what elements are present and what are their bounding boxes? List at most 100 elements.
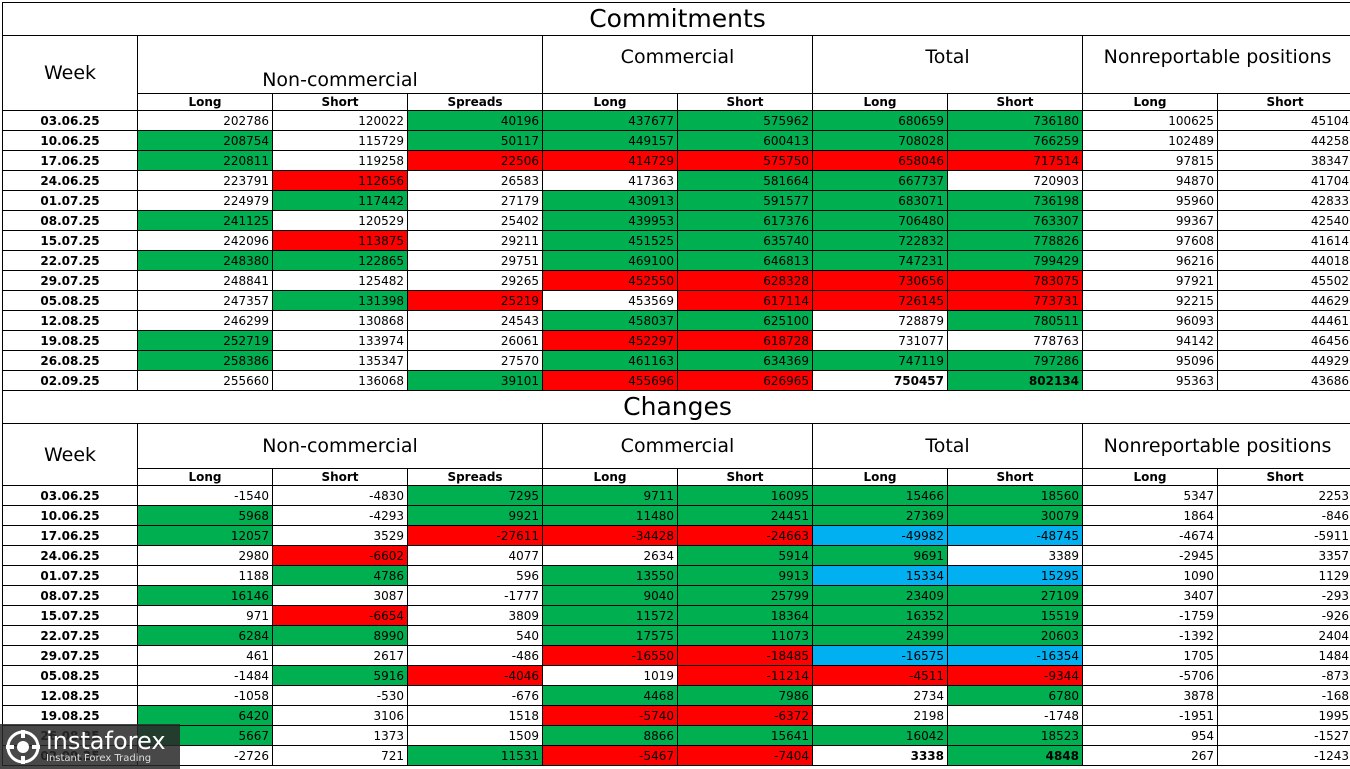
value-cell: 25799 <box>677 585 813 606</box>
value-cell: 626965 <box>677 370 813 391</box>
value-cell: 417363 <box>542 170 678 191</box>
value-cell: -1243 <box>1216 745 1350 766</box>
value-cell: 25219 <box>407 290 543 311</box>
week-cell: 05.08.25 <box>2 665 138 686</box>
value-cell: 29265 <box>407 270 543 291</box>
value-cell: -16575 <box>812 645 948 666</box>
value-cell: 778763 <box>947 330 1083 351</box>
value-cell: -5740 <box>542 705 678 726</box>
table-row: 17.06.25 220811 119258 22506 414729 575750 658… <box>2 150 1350 171</box>
value-cell: -846 <box>1216 505 1350 526</box>
column-header: Long <box>1082 468 1218 486</box>
value-cell: -873 <box>1216 665 1350 686</box>
value-cell: 95363 <box>1082 370 1218 391</box>
commercial-header: Commercial <box>542 423 813 469</box>
table-row: 22.07.25 248380 122865 29751 469100 646813 747… <box>2 250 1350 271</box>
value-cell: 747231 <box>812 250 948 271</box>
value-cell: 9711 <box>542 485 678 506</box>
column-header: Short <box>1216 468 1350 486</box>
value-cell: 27570 <box>407 350 543 371</box>
table-row: 08.07.25 16146 3087 -1777 9040 25799 23409 2710… <box>2 585 1350 606</box>
week-cell: 19.08.25 <box>2 705 138 726</box>
value-cell: 780511 <box>947 310 1083 331</box>
week-cell: 15.07.25 <box>2 230 138 251</box>
value-cell: 224979 <box>137 190 273 211</box>
value-cell: 2980 <box>137 545 273 566</box>
value-cell: 18364 <box>677 605 813 626</box>
value-cell: 455696 <box>542 370 678 391</box>
value-cell: 971 <box>137 605 273 626</box>
value-cell: 29211 <box>407 230 543 251</box>
value-cell: 30079 <box>947 505 1083 526</box>
value-cell: -1058 <box>137 685 273 706</box>
table-row: 10.06.25 208754 115729 50117 449157 600413 708… <box>2 130 1350 151</box>
value-cell: 44018 <box>1216 250 1350 271</box>
value-cell: 4077 <box>407 545 543 566</box>
value-cell: 24543 <box>407 310 543 331</box>
value-cell: 458037 <box>542 310 678 331</box>
value-cell: 24399 <box>812 625 948 646</box>
value-cell: -6372 <box>677 705 813 726</box>
value-cell: 6420 <box>137 705 273 726</box>
value-cell: 618728 <box>677 330 813 351</box>
column-header: Short <box>947 93 1083 111</box>
week-cell: 22.07.25 <box>2 250 138 271</box>
value-cell: 7295 <box>407 485 543 506</box>
column-header: Short <box>272 468 408 486</box>
value-cell: 96093 <box>1082 310 1218 331</box>
value-cell: 730656 <box>812 270 948 291</box>
value-cell: 20603 <box>947 625 1083 646</box>
value-cell: 100625 <box>1082 110 1218 131</box>
value-cell: -27611 <box>407 525 543 546</box>
value-cell: 5914 <box>677 545 813 566</box>
value-cell: 6284 <box>137 625 273 646</box>
value-cell: 18523 <box>947 725 1083 746</box>
value-cell: 750457 <box>812 370 948 391</box>
week-cell: 24.06.25 <box>2 545 138 566</box>
week-cell: 17.06.25 <box>2 150 138 171</box>
total-header: Total <box>812 423 1083 469</box>
value-cell: 12057 <box>137 525 273 546</box>
value-cell: -49982 <box>812 525 948 546</box>
value-cell: -1527 <box>1216 725 1350 746</box>
value-cell: 799429 <box>947 250 1083 271</box>
value-cell: 44629 <box>1216 290 1350 311</box>
value-cell: 220811 <box>137 150 273 171</box>
value-cell: -18485 <box>677 645 813 666</box>
value-cell: 42833 <box>1216 190 1350 211</box>
value-cell: 731077 <box>812 330 948 351</box>
column-header: Short <box>272 93 408 111</box>
value-cell: 13550 <box>542 565 678 586</box>
table-row: 03.06.25 -1540 -4830 7295 9711 16095 15466 1856… <box>2 485 1350 506</box>
value-cell: 1019 <box>542 665 678 686</box>
value-cell: -1951 <box>1082 705 1218 726</box>
value-cell: 44461 <box>1216 310 1350 331</box>
value-cell: -1540 <box>137 485 273 506</box>
value-cell: 617114 <box>677 290 813 311</box>
value-cell: -1392 <box>1082 625 1218 646</box>
column-header: Long <box>812 468 948 486</box>
value-cell: 241125 <box>137 210 273 231</box>
value-cell: 40196 <box>407 110 543 131</box>
value-cell: 97815 <box>1082 150 1218 171</box>
value-cell: 1188 <box>137 565 273 586</box>
value-cell: 24451 <box>677 505 813 526</box>
value-cell: 43686 <box>1216 370 1350 391</box>
value-cell: 4848 <box>947 745 1083 766</box>
week-cell: 12.08.25 <box>2 310 138 331</box>
value-cell: 119258 <box>272 150 408 171</box>
value-cell: -4046 <box>407 665 543 686</box>
table-row: 15.07.25 242096 113875 29211 451525 635740 722… <box>2 230 1350 251</box>
value-cell: 38347 <box>1216 150 1350 171</box>
week-cell: 01.07.25 <box>2 565 138 586</box>
value-cell: 717514 <box>947 150 1083 171</box>
value-cell: 27109 <box>947 585 1083 606</box>
value-cell: 113875 <box>272 230 408 251</box>
value-cell: 9691 <box>812 545 948 566</box>
value-cell: -4830 <box>272 485 408 506</box>
value-cell: 3809 <box>407 605 543 626</box>
value-cell: -1748 <box>947 705 1083 726</box>
value-cell: 766259 <box>947 130 1083 151</box>
value-cell: -1777 <box>407 585 543 606</box>
value-cell: 46456 <box>1216 330 1350 351</box>
